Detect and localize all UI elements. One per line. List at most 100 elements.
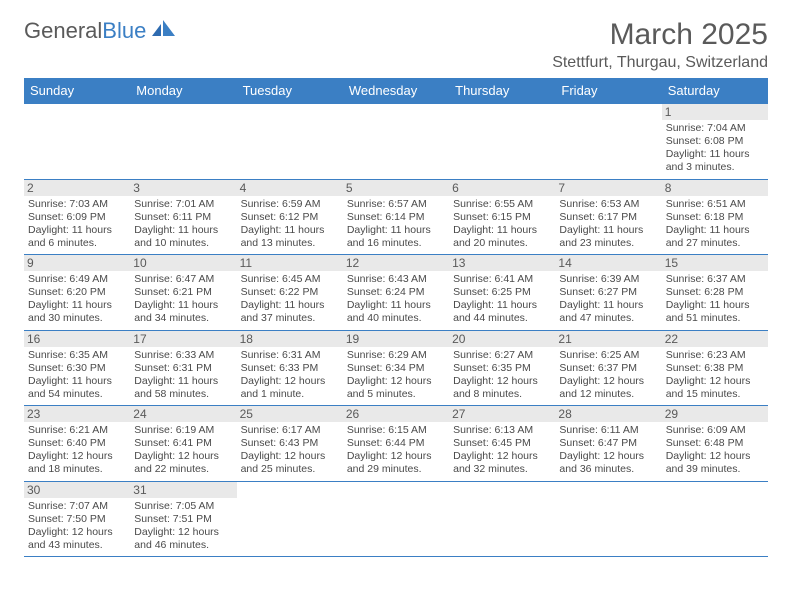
weekday-header: Saturday (662, 78, 768, 104)
calendar-body: 1Sunrise: 7:04 AMSunset: 6:08 PMDaylight… (24, 104, 768, 557)
calendar-cell: 6Sunrise: 6:55 AMSunset: 6:15 PMDaylight… (449, 179, 555, 255)
day-details: Sunrise: 6:41 AMSunset: 6:25 PMDaylight:… (453, 273, 551, 326)
calendar-cell: 15Sunrise: 6:37 AMSunset: 6:28 PMDayligh… (662, 255, 768, 331)
calendar-cell: 24 Sunrise: 6:19 AMSunset: 6:41 PMDayligh… (130, 406, 236, 482)
calendar-cell: 5 Sunrise: 6:57 AMSunset: 6:14 PMDaylight… (343, 179, 449, 255)
calendar-cell (555, 104, 661, 180)
calendar-cell (237, 481, 343, 557)
day-details: Sunrise: 6:09 AMSunset: 6:48 PMDaylight:… (666, 424, 764, 477)
logo-sail-icon (150, 18, 176, 44)
calendar-cell: 19Sunrise: 6:29 AMSunset: 6:34 PMDayligh… (343, 330, 449, 406)
calendar-cell (662, 481, 768, 557)
day-number: 9 (24, 255, 130, 271)
calendar-cell: 16 Sunrise: 6:35 AMSunset: 6:30 PMDayligh… (24, 330, 130, 406)
calendar-cell: 7Sunrise: 6:53 AMSunset: 6:17 PMDaylight… (555, 179, 661, 255)
day-number: 2 (24, 180, 130, 196)
weekday-header: Thursday (449, 78, 555, 104)
day-details: Sunrise: 6:19 AMSunset: 6:41 PMDaylight:… (134, 424, 232, 477)
calendar-cell (449, 104, 555, 180)
calendar-row: 2 Sunrise: 7:03 AMSunset: 6:09 PMDaylight… (24, 179, 768, 255)
calendar-cell: 28Sunrise: 6:11 AMSunset: 6:47 PMDayligh… (555, 406, 661, 482)
logo-text-2: Blue (102, 18, 146, 44)
calendar-cell: 27Sunrise: 6:13 AMSunset: 6:45 PMDayligh… (449, 406, 555, 482)
calendar-row: 1Sunrise: 7:04 AMSunset: 6:08 PMDaylight… (24, 104, 768, 180)
calendar-cell: 2 Sunrise: 7:03 AMSunset: 6:09 PMDaylight… (24, 179, 130, 255)
day-details: Sunrise: 6:59 AMSunset: 6:12 PMDaylight:… (241, 198, 339, 251)
weekday-header: Sunday (24, 78, 130, 104)
day-details: Sunrise: 6:21 AMSunset: 6:40 PMDaylight:… (28, 424, 126, 477)
weekday-header: Wednesday (343, 78, 449, 104)
day-number: 12 (343, 255, 449, 271)
calendar-cell: 11Sunrise: 6:45 AMSunset: 6:22 PMDayligh… (237, 255, 343, 331)
calendar-cell: 29Sunrise: 6:09 AMSunset: 6:48 PMDayligh… (662, 406, 768, 482)
day-number: 21 (555, 331, 661, 347)
day-details: Sunrise: 6:51 AMSunset: 6:18 PMDaylight:… (666, 198, 764, 251)
day-details: Sunrise: 6:57 AMSunset: 6:14 PMDaylight:… (347, 198, 445, 251)
calendar-row: 30 Sunrise: 7:07 AMSunset: 7:50 PMDayligh… (24, 481, 768, 557)
day-details: Sunrise: 6:25 AMSunset: 6:37 PMDaylight:… (559, 349, 657, 402)
day-number: 20 (449, 331, 555, 347)
day-number: 22 (662, 331, 768, 347)
day-number: 27 (449, 406, 555, 422)
calendar-cell (130, 104, 236, 180)
calendar-cell: 20 Sunrise: 6:27 AMSunset: 6:35 PMDayligh… (449, 330, 555, 406)
day-number: 30 (24, 482, 130, 498)
day-number: 16 (24, 331, 130, 347)
day-details: Sunrise: 6:17 AMSunset: 6:43 PMDaylight:… (241, 424, 339, 477)
calendar-cell: 13 Sunrise: 6:41 AMSunset: 6:25 PMDayligh… (449, 255, 555, 331)
calendar-cell: 8 Sunrise: 6:51 AMSunset: 6:18 PMDaylight… (662, 179, 768, 255)
calendar-cell: 21 Sunrise: 6:25 AMSunset: 6:37 PMDayligh… (555, 330, 661, 406)
calendar-row: 9 Sunrise: 6:49 AMSunset: 6:20 PMDaylight… (24, 255, 768, 331)
calendar-cell: 1Sunrise: 7:04 AMSunset: 6:08 PMDaylight… (662, 104, 768, 180)
weekday-header: Monday (130, 78, 236, 104)
day-details: Sunrise: 6:47 AMSunset: 6:21 PMDaylight:… (134, 273, 232, 326)
weekday-header: Tuesday (237, 78, 343, 104)
calendar-cell: 10 Sunrise: 6:47 AMSunset: 6:21 PMDayligh… (130, 255, 236, 331)
calendar-cell: 12 Sunrise: 6:43 AMSunset: 6:24 PMDayligh… (343, 255, 449, 331)
day-number: 5 (343, 180, 449, 196)
day-number: 17 (130, 331, 236, 347)
weekday-header-row: SundayMondayTuesdayWednesdayThursdayFrid… (24, 78, 768, 104)
day-details: Sunrise: 6:33 AMSunset: 6:31 PMDaylight:… (134, 349, 232, 402)
day-details: Sunrise: 7:03 AMSunset: 6:09 PMDaylight:… (28, 198, 126, 251)
day-details: Sunrise: 7:01 AMSunset: 6:11 PMDaylight:… (134, 198, 232, 251)
calendar-cell: 17 Sunrise: 6:33 AMSunset: 6:31 PMDayligh… (130, 330, 236, 406)
day-details: Sunrise: 6:15 AMSunset: 6:44 PMDaylight:… (347, 424, 445, 477)
day-details: Sunrise: 7:07 AMSunset: 7:50 PMDaylight:… (28, 500, 126, 553)
calendar-cell: 23 Sunrise: 6:21 AMSunset: 6:40 PMDayligh… (24, 406, 130, 482)
day-details: Sunrise: 6:55 AMSunset: 6:15 PMDaylight:… (453, 198, 551, 251)
month-title: March 2025 (552, 18, 768, 52)
day-number: 31 (130, 482, 236, 498)
day-number: 3 (130, 180, 236, 196)
calendar-cell: 25 Sunrise: 6:17 AMSunset: 6:43 PMDayligh… (237, 406, 343, 482)
header: GeneralBlue March 2025 Stettfurt, Thurga… (24, 18, 768, 72)
day-number: 4 (237, 180, 343, 196)
day-details: Sunrise: 6:35 AMSunset: 6:30 PMDaylight:… (28, 349, 126, 402)
logo-text-1: General (24, 18, 102, 44)
calendar-cell: 30 Sunrise: 7:07 AMSunset: 7:50 PMDayligh… (24, 481, 130, 557)
day-number: 10 (130, 255, 236, 271)
calendar-cell: 31 Sunrise: 7:05 AMSunset: 7:51 PMDayligh… (130, 481, 236, 557)
calendar-cell (449, 481, 555, 557)
day-details: Sunrise: 6:43 AMSunset: 6:24 PMDaylight:… (347, 273, 445, 326)
day-number: 14 (555, 255, 661, 271)
day-number: 13 (449, 255, 555, 271)
day-number: 24 (130, 406, 236, 422)
calendar-cell (343, 481, 449, 557)
location: Stettfurt, Thurgau, Switzerland (552, 54, 768, 72)
title-block: March 2025 Stettfurt, Thurgau, Switzerla… (552, 18, 768, 72)
day-details: Sunrise: 6:27 AMSunset: 6:35 PMDaylight:… (453, 349, 551, 402)
calendar-page: GeneralBlue March 2025 Stettfurt, Thurga… (0, 0, 792, 575)
day-number: 18 (237, 331, 343, 347)
calendar-row: 23 Sunrise: 6:21 AMSunset: 6:40 PMDayligh… (24, 406, 768, 482)
calendar-cell: 3 Sunrise: 7:01 AMSunset: 6:11 PMDaylight… (130, 179, 236, 255)
day-details: Sunrise: 7:05 AMSunset: 7:51 PMDaylight:… (134, 500, 232, 553)
calendar-cell: 4 Sunrise: 6:59 AMSunset: 6:12 PMDaylight… (237, 179, 343, 255)
calendar-cell: 9 Sunrise: 6:49 AMSunset: 6:20 PMDaylight… (24, 255, 130, 331)
day-number: 19 (343, 331, 449, 347)
day-details: Sunrise: 6:49 AMSunset: 6:20 PMDaylight:… (28, 273, 126, 326)
weekday-header: Friday (555, 78, 661, 104)
day-number: 8 (662, 180, 768, 196)
day-number: 25 (237, 406, 343, 422)
day-number: 23 (24, 406, 130, 422)
